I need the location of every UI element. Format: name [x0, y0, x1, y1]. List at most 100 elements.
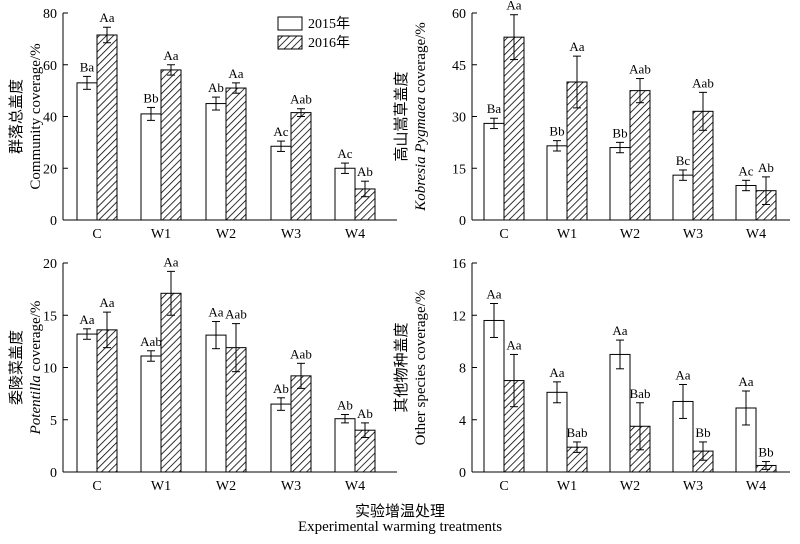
- significance-label: Aa: [99, 10, 114, 25]
- y-tick-label: 40: [43, 111, 57, 126]
- legend-swatch-2: [277, 35, 303, 50]
- significance-label: Aa: [486, 286, 501, 301]
- significance-label: Bb: [695, 425, 710, 440]
- significance-label: Ac: [738, 163, 753, 178]
- y-axis-title-en: Kobresia Pygmaea coverage/%: [413, 22, 429, 212]
- bar-2015: [609, 353, 631, 473]
- y-tick-label: 5: [50, 414, 57, 429]
- bar-2015: [76, 333, 98, 473]
- bar-2016: [290, 375, 312, 473]
- significance-label: Aa: [163, 254, 178, 269]
- significance-label: Aa: [506, 337, 521, 352]
- significance-label: Aa: [506, 0, 521, 13]
- x-tick-label: W4: [345, 227, 365, 242]
- y-tick-label: 60: [43, 59, 57, 74]
- y-tick-label: 20: [43, 162, 57, 177]
- significance-label: Aa: [612, 323, 627, 338]
- x-tick-label: C: [92, 227, 101, 242]
- significance-label: Aa: [99, 295, 114, 310]
- significance-label: Ab: [273, 381, 289, 396]
- bar-2016: [96, 329, 118, 473]
- bar-2015: [270, 403, 292, 473]
- significance-label: Aa: [569, 39, 584, 54]
- chart-panel-1: 0 20 40 60 80 Ba Aa C Bb Aa W1 Ab Aa W2 Ac Aab W3 Ac Ab W4 群…: [8, 7, 397, 242]
- bar-2016: [629, 90, 651, 221]
- x-tick-label: W3: [683, 227, 703, 242]
- y-tick-label: 20: [43, 257, 57, 272]
- legend: 2015年 2016年: [277, 16, 350, 51]
- x-tick-label: W3: [281, 479, 301, 494]
- x-tick-label: W4: [746, 227, 766, 242]
- y-tick-label: 45: [452, 59, 466, 74]
- y-tick-label: 10: [43, 362, 57, 377]
- significance-label: Ba: [80, 59, 95, 74]
- significance-label: Bab: [630, 386, 651, 401]
- x-tick-label: W1: [151, 479, 171, 494]
- x-axis-title-cn: 实验增温处理: [354, 504, 445, 520]
- bar-2015: [140, 355, 162, 473]
- significance-label: Ba: [487, 101, 502, 116]
- significance-label: Bab: [567, 425, 588, 440]
- x-tick-label: W2: [620, 227, 640, 242]
- y-tick-label: 80: [43, 7, 57, 22]
- significance-label: Aa: [549, 365, 564, 380]
- y-axis-title-cn: 其他物种盖度: [393, 322, 410, 412]
- significance-label: Ac: [273, 124, 288, 139]
- bar-2015: [270, 145, 292, 221]
- x-tick-label: C: [92, 479, 101, 494]
- significance-label: Aa: [163, 48, 178, 63]
- significance-label: Aa: [79, 312, 94, 327]
- significance-label: Aab: [140, 334, 162, 349]
- x-tick-label: W2: [216, 227, 236, 242]
- y-axis-title-cn: 高山嵩草盖度: [393, 71, 410, 161]
- significance-label: Aa: [208, 305, 223, 320]
- significance-label: Ab: [357, 406, 373, 421]
- y-axis-title-cn: 委陵菜盖度: [8, 330, 25, 405]
- x-tick-label: W4: [746, 479, 766, 494]
- significance-label: Bb: [549, 124, 564, 139]
- bar-2016: [160, 69, 182, 221]
- bar-2016: [225, 87, 247, 221]
- y-tick-label: 30: [452, 111, 466, 126]
- x-tick-label: W2: [216, 479, 236, 494]
- significance-label: Aa: [738, 374, 753, 389]
- x-tick-label: W2: [620, 479, 640, 494]
- chart-panel-2: 0 15 30 45 60 Ba Aa C Bb Aa W1 Bb Aab W2 Bc Aab W3 Ac Ab W4…: [393, 0, 790, 242]
- significance-label: Aab: [225, 307, 247, 322]
- y-tick-label: 0: [459, 466, 466, 481]
- bar-2016: [96, 34, 118, 221]
- legend-label-2: 2016年: [308, 35, 350, 51]
- significance-label: Aa: [675, 367, 690, 382]
- bar-2015: [672, 174, 694, 221]
- y-tick-label: 0: [50, 214, 57, 229]
- y-tick-label: 15: [452, 162, 466, 177]
- significance-label: Bb: [612, 125, 627, 140]
- chart-panel-4: 0 4 8 12 16 Aa Aa C Aa Bab W1 Aa Bab W2 Aa Bb W3 Aa Bb W4 其他…: [393, 257, 790, 494]
- bar-2015: [546, 145, 568, 221]
- x-tick-label: W3: [683, 479, 703, 494]
- bar-2015: [609, 147, 631, 221]
- y-tick-label: 8: [459, 362, 466, 377]
- bar-2015: [334, 167, 356, 221]
- bar-2015: [140, 113, 162, 221]
- x-tick-label: W4: [345, 479, 365, 494]
- bar-2016: [160, 292, 182, 473]
- legend-label-1: 2015年: [308, 16, 350, 32]
- significance-label: Aab: [290, 346, 312, 361]
- y-axis-title-cn: 群落总盖度: [8, 79, 25, 154]
- significance-label: Ab: [758, 160, 774, 175]
- significance-label: Aab: [692, 75, 714, 90]
- y-tick-label: 15: [43, 309, 57, 324]
- x-tick-label: C: [499, 227, 508, 242]
- y-tick-label: 60: [452, 7, 466, 22]
- significance-label: Ab: [357, 164, 373, 179]
- y-tick-label: 16: [452, 257, 466, 272]
- significance-label: Bb: [143, 90, 158, 105]
- significance-label: Bb: [758, 445, 773, 460]
- bar-2015: [546, 391, 568, 473]
- y-tick-label: 0: [50, 466, 57, 481]
- significance-label: Ab: [337, 398, 353, 413]
- significance-label: Aab: [290, 92, 312, 107]
